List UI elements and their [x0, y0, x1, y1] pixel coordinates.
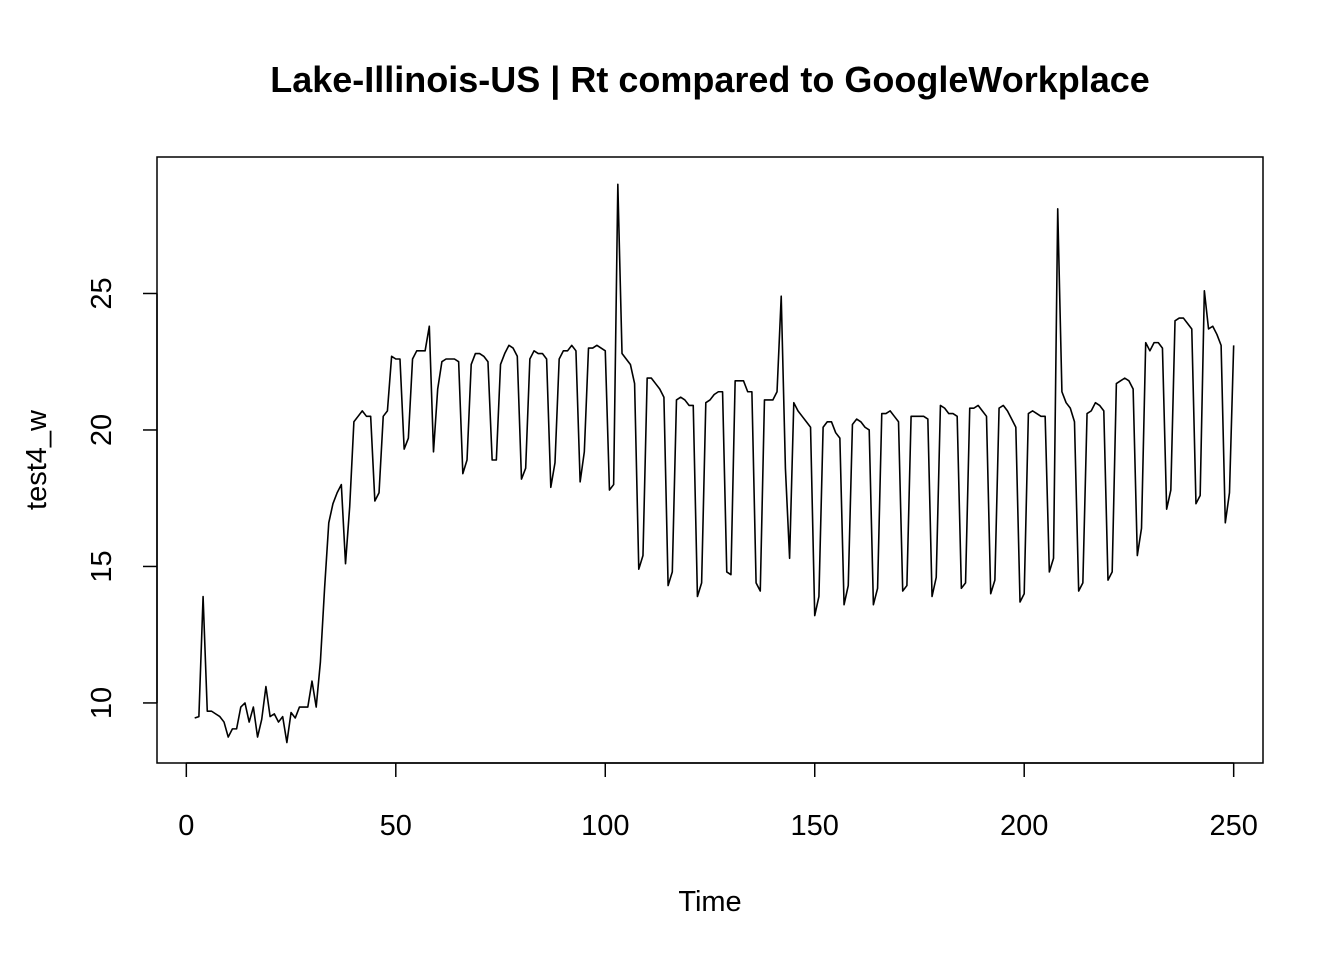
x-tick-label: 250 — [1209, 810, 1257, 842]
x-tick-label: 50 — [380, 810, 412, 842]
y-axis: 10 15 20 25 — [86, 277, 158, 719]
x-axis: 0 50 100 150 200 250 — [178, 762, 1258, 842]
series-line — [194, 183, 1235, 744]
x-tick-label: 100 — [581, 810, 629, 842]
y-tick-label: 15 — [86, 550, 118, 582]
plot-frame — [156, 156, 1264, 764]
chart-title: Lake-Illinois-US | Rt compared to Google… — [270, 59, 1150, 101]
y-tick-label: 10 — [86, 687, 118, 719]
y-tick-label: 25 — [86, 277, 118, 309]
y-tick-label: 20 — [86, 414, 118, 446]
x-tick-label: 0 — [178, 810, 194, 842]
x-tick-label: 200 — [1000, 810, 1048, 842]
y-axis-label: test4_w — [21, 409, 53, 510]
x-tick-label: 150 — [791, 810, 839, 842]
x-axis-label: Time — [678, 886, 741, 918]
